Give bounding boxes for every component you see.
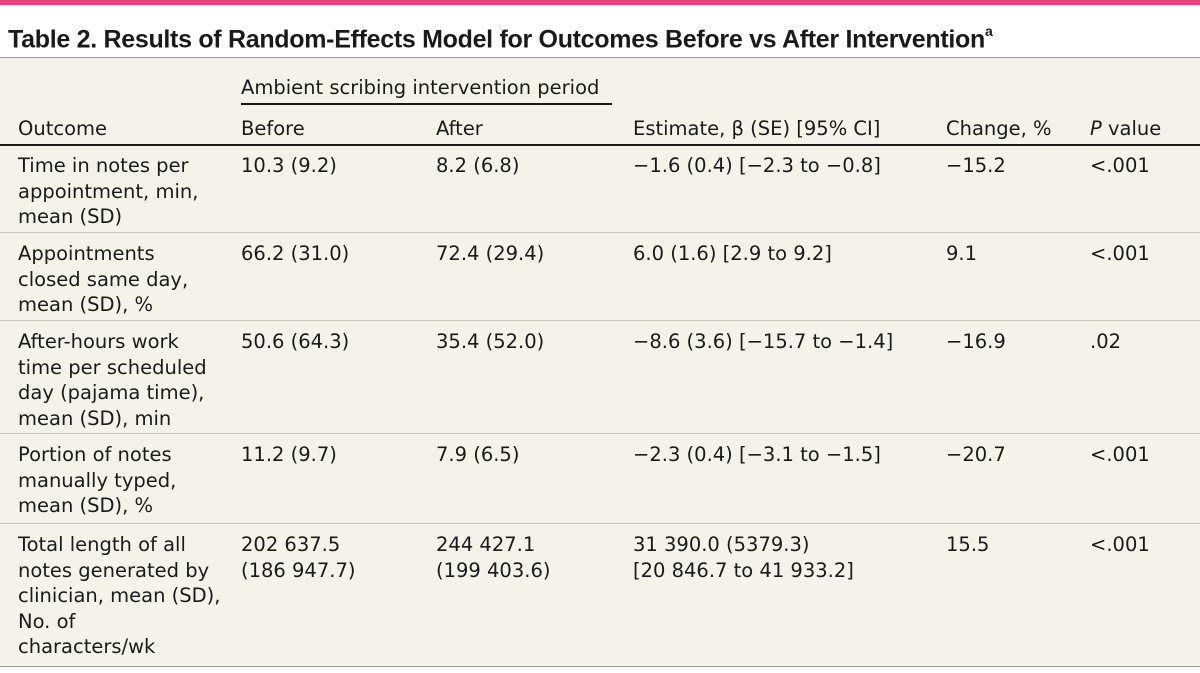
row-p-value: <.001 [1090, 443, 1150, 466]
row-outcome: characters/wk [18, 635, 156, 658]
row-change-value: 15.5 [946, 533, 990, 556]
row-divider [0, 433, 1200, 434]
row-outcome: manually typed, [18, 468, 177, 492]
row-outcome: Total length of all [18, 533, 186, 556]
row-outcome: appointment, min, [18, 179, 199, 203]
row-divider [0, 320, 1200, 321]
row-outcome: mean (SD), % [18, 293, 154, 316]
row-outcome: time per scheduled [18, 355, 207, 379]
row-change-value: −16.9 [946, 330, 1006, 353]
row-outcome: Appointments [18, 242, 155, 265]
header-rule [0, 144, 1200, 146]
row-after-value: (199 403.6) [436, 558, 551, 582]
row-outcome: clinician, mean (SD), [18, 584, 221, 607]
row-outcome: No. of [18, 609, 76, 633]
row-outcome: After-hours work [18, 330, 179, 353]
col-header-change: Change, % [946, 117, 1052, 140]
col-header-before: Before [241, 117, 305, 140]
row-before-value: 11.2 (9.7) [241, 443, 337, 466]
top-accent-rule [0, 0, 1200, 5]
row-estimate-value: 31 390.0 (5379.3) [633, 533, 810, 556]
row-change-value: 9.1 [946, 242, 978, 265]
row-after-value: 8.2 (6.8) [436, 154, 520, 177]
row-after-value: 72.4 (29.4) [436, 242, 545, 265]
row-before-value: 202 637.5 [241, 533, 341, 556]
row-outcome: mean (SD) [18, 205, 123, 228]
row-after-value: 7.9 (6.5) [436, 443, 520, 466]
table-title: Table 2. Results of Random-Effects Model… [8, 17, 1192, 55]
title-footnote-mark: a [984, 23, 993, 39]
row-estimate-value: −1.6 (0.4) [−2.3 to −0.8] [633, 154, 881, 177]
col-header-after: After [436, 117, 483, 140]
col-header-outcome: Outcome [18, 117, 107, 140]
table-panel [0, 57, 1200, 667]
col-header-estimate: Estimate, β (SE) [95% CI] [633, 117, 881, 140]
row-outcome: Time in notes per [18, 154, 189, 177]
row-p-value: <.001 [1090, 242, 1150, 265]
row-outcome: day (pajama time), [18, 381, 205, 404]
row-outcome: closed same day, [18, 267, 189, 291]
group-header-label: Ambient scribing intervention period [241, 76, 600, 99]
table-title-text: Table 2. Results of Random-Effects Model… [8, 25, 985, 54]
row-estimate-value: −8.6 (3.6) [−15.7 to −1.4] [633, 330, 894, 353]
p-rest: value [1101, 117, 1162, 140]
row-outcome: mean (SD), % [18, 494, 154, 517]
row-before-value: 50.6 (64.3) [241, 330, 350, 353]
row-after-value: 35.4 (52.0) [436, 330, 545, 353]
row-change-value: −20.7 [946, 443, 1006, 466]
row-estimate-value: −2.3 (0.4) [−3.1 to −1.5] [633, 443, 881, 466]
row-before-value: (186 947.7) [241, 558, 356, 582]
row-p-value: .02 [1090, 330, 1122, 353]
row-divider [0, 523, 1200, 524]
row-change-value: −15.2 [946, 154, 1006, 177]
row-outcome: mean (SD), min [18, 406, 172, 430]
row-after-value: 244 427.1 [436, 533, 536, 556]
group-header-rule [241, 103, 612, 105]
row-p-value: <.001 [1090, 533, 1150, 556]
row-outcome: notes generated by [18, 558, 210, 582]
row-before-value: 10.3 (9.2) [241, 154, 337, 177]
row-divider [0, 232, 1200, 233]
col-header-p-value: P value [1090, 116, 1161, 142]
row-outcome: Portion of notes [18, 443, 172, 466]
p-italic: P [1090, 117, 1102, 140]
row-estimate-value: 6.0 (1.6) [2.9 to 9.2] [633, 242, 832, 265]
row-estimate-value: [20 846.7 to 41 933.2] [633, 558, 854, 582]
row-p-value: <.001 [1090, 154, 1150, 177]
row-before-value: 66.2 (31.0) [241, 242, 350, 265]
bottom-rule [0, 666, 1200, 667]
